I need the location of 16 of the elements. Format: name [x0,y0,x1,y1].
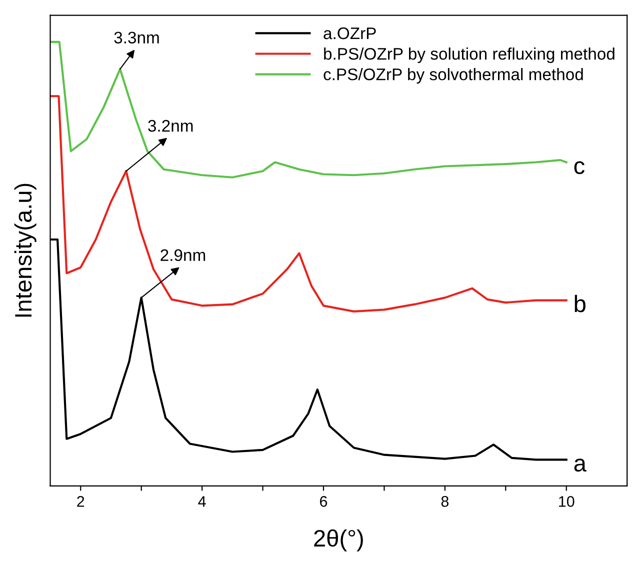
annotation: 2.9nm [160,249,206,262]
annotation: a [574,458,586,472]
legend-label: a.OZrP [324,27,376,40]
annotation: b [574,294,586,312]
legend-label: c.PS/OZrP by solvothermal method [324,68,583,84]
x-axis-title: 2θ(°) [314,529,363,552]
x-tick-label: 2 [77,496,84,507]
legend-label: b.PS/OZrP by solution refluxing method [324,48,614,64]
x-tick-label: 10 [559,496,574,507]
x-tick-label: 8 [441,496,449,507]
annotation: 3.2nm [148,120,193,132]
annotation: 3.3nm [114,32,159,44]
x-tick-label: 6 [320,496,328,507]
y-axis-title: Intensity(a.u) [14,184,36,317]
annotation: c [574,161,584,174]
x-tick-label: 4 [198,496,206,507]
